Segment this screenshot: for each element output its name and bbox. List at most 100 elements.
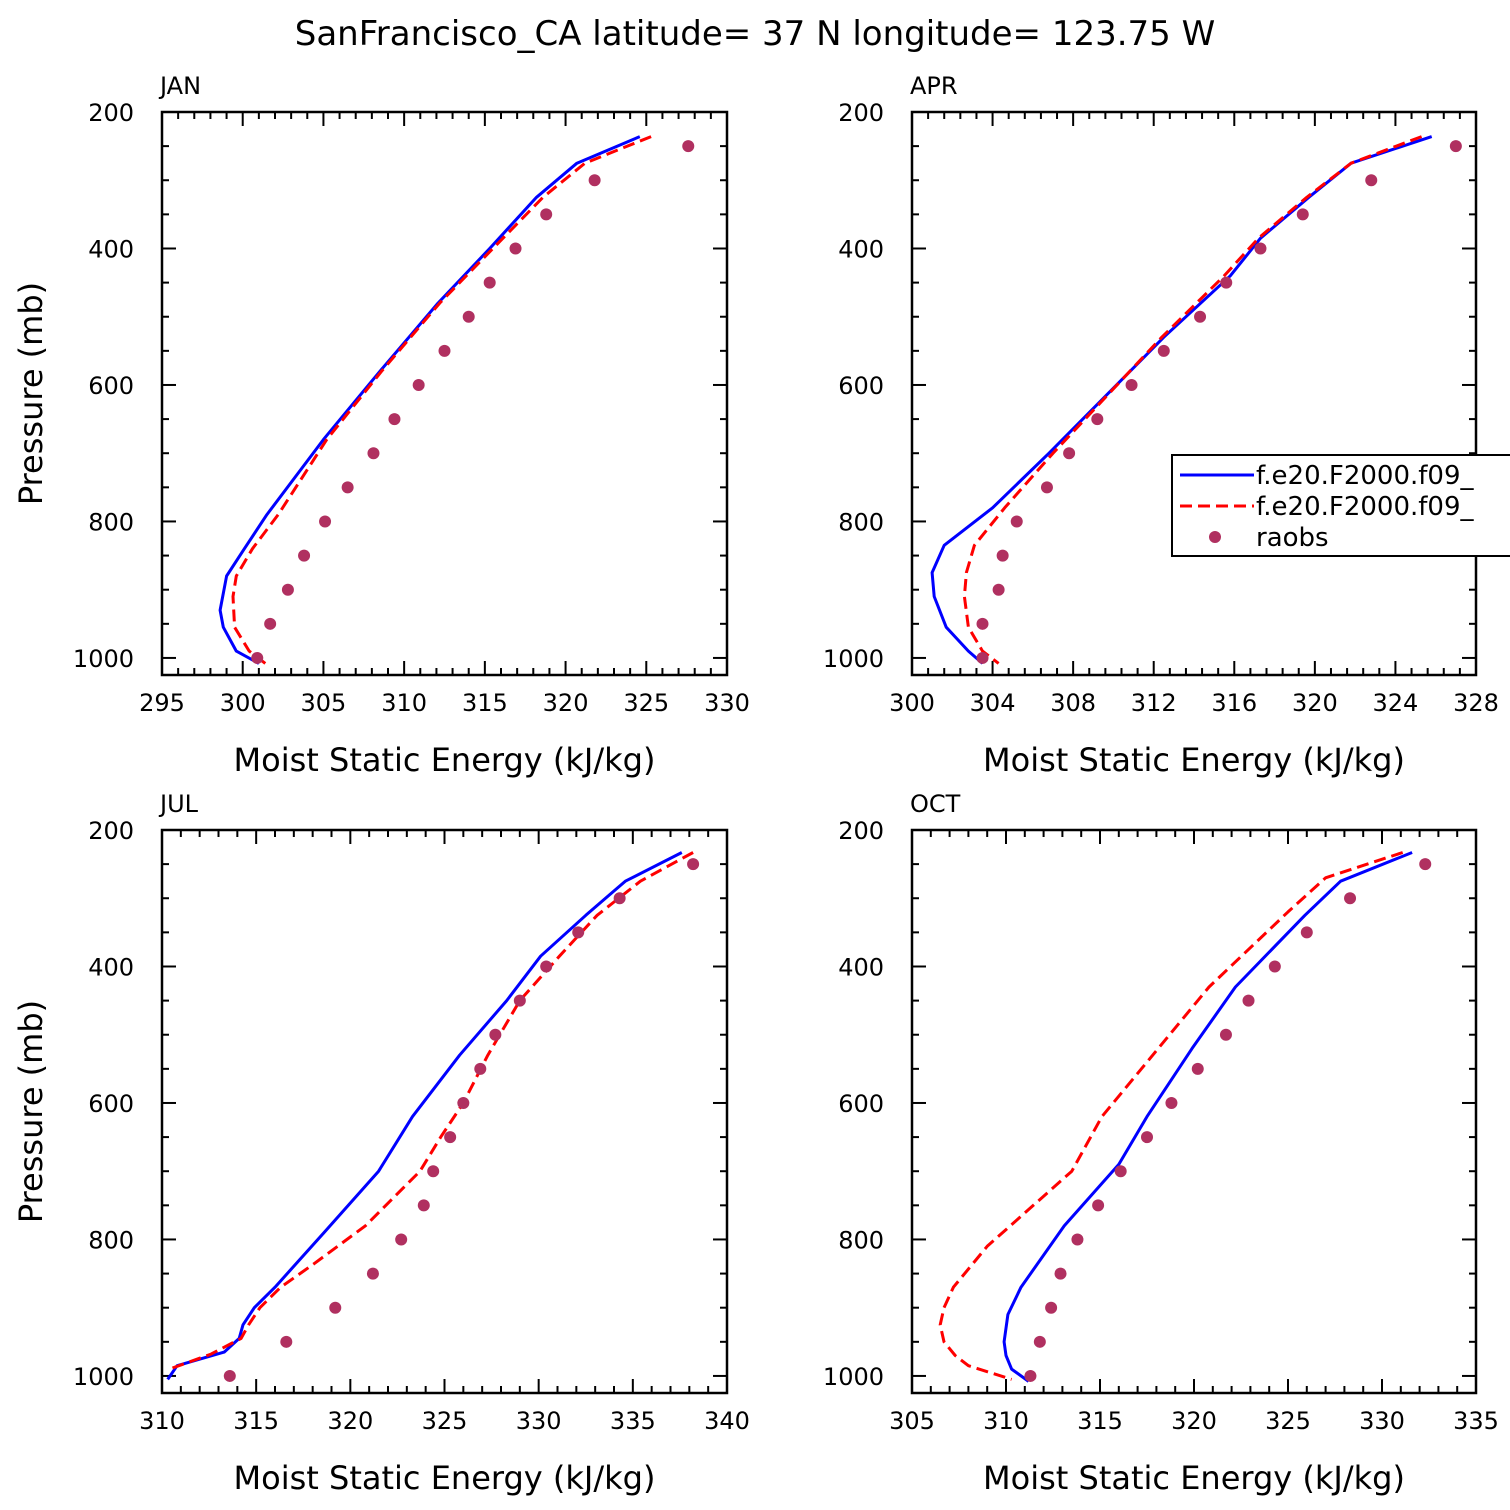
x-tick-label: 315 bbox=[233, 1407, 279, 1435]
raobs-point bbox=[1254, 242, 1267, 255]
legend-label: raobs bbox=[1256, 523, 1329, 553]
y-tick-label: 800 bbox=[88, 508, 134, 536]
raobs-point bbox=[329, 1301, 342, 1314]
raobs-point bbox=[1040, 481, 1053, 494]
y-tick-label: 1000 bbox=[823, 1363, 884, 1391]
raobs-point bbox=[976, 617, 989, 630]
raobs-point bbox=[1296, 208, 1309, 221]
raobs-point bbox=[483, 276, 496, 289]
x-tick-label: 316 bbox=[1211, 689, 1257, 717]
raobs-point bbox=[264, 617, 277, 630]
raobs-point bbox=[438, 344, 451, 357]
x-tick-label: 310 bbox=[139, 1407, 185, 1435]
y-tick-label: 400 bbox=[88, 953, 134, 981]
raobs-point bbox=[1114, 1165, 1127, 1178]
dashed-series-line bbox=[962, 135, 1423, 665]
y-tick-label: 400 bbox=[838, 235, 884, 263]
raobs-point bbox=[1219, 1028, 1232, 1041]
y-tick-label: 200 bbox=[88, 817, 134, 845]
raobs-point bbox=[1045, 1301, 1058, 1314]
x-tick-label: 300 bbox=[220, 689, 266, 717]
x-tick-label: 320 bbox=[1292, 689, 1338, 717]
y-tick-label: 400 bbox=[88, 235, 134, 263]
raobs-point bbox=[976, 651, 989, 664]
y-axis-label: Pressure (mb) bbox=[12, 282, 50, 505]
plot-frame bbox=[160, 110, 729, 677]
y-tick-label: 200 bbox=[838, 99, 884, 127]
raobs-point bbox=[1300, 926, 1313, 939]
raobs-point bbox=[1141, 1131, 1153, 1144]
y-tick-label: 1000 bbox=[823, 645, 884, 673]
x-tick-label: 304 bbox=[970, 689, 1016, 717]
raobs-point bbox=[1194, 310, 1207, 323]
raobs-point bbox=[251, 651, 264, 664]
x-tick-label: 310 bbox=[381, 689, 427, 717]
raobs-point bbox=[1054, 1267, 1067, 1280]
raobs-point bbox=[1063, 447, 1076, 460]
raobs-point bbox=[489, 1028, 502, 1041]
raobs-point bbox=[540, 960, 553, 973]
y-tick-label: 400 bbox=[838, 953, 884, 981]
raobs-point bbox=[417, 1199, 430, 1212]
y-tick-label: 600 bbox=[838, 1090, 884, 1118]
panel-label: JUL bbox=[158, 790, 199, 818]
solid-series-line bbox=[218, 135, 641, 665]
raobs-point bbox=[281, 583, 294, 596]
legend-box bbox=[1171, 454, 1510, 557]
x-tick-label: 325 bbox=[1265, 1407, 1311, 1435]
chart-panel-oct: 305 310 315 320 325 330 335 200 400 600 800 1000 Moi… bbox=[823, 790, 1499, 1497]
raobs-point bbox=[462, 310, 475, 323]
raobs-point bbox=[682, 140, 695, 153]
raobs-point bbox=[395, 1233, 408, 1246]
raobs-point bbox=[1220, 276, 1233, 289]
legend-raobs-marker bbox=[1209, 531, 1221, 543]
y-tick-label: 200 bbox=[838, 817, 884, 845]
x-tick-label: 335 bbox=[1453, 1407, 1499, 1435]
raobs-point bbox=[540, 208, 553, 221]
x-tick-label: 300 bbox=[889, 689, 935, 717]
solid-series-line bbox=[930, 135, 1433, 665]
raobs-point bbox=[572, 926, 585, 939]
raobs-point bbox=[613, 892, 626, 905]
raobs-point bbox=[457, 1096, 470, 1109]
raobs-point bbox=[588, 174, 601, 187]
raobs-point bbox=[509, 242, 522, 255]
x-tick-label: 320 bbox=[543, 689, 589, 717]
x-tick-label: 305 bbox=[301, 689, 347, 717]
y-tick-label: 600 bbox=[88, 1090, 134, 1118]
panel-label: OCT bbox=[910, 790, 961, 818]
raobs-point bbox=[1242, 994, 1255, 1007]
x-tick-label: 312 bbox=[1131, 689, 1177, 717]
x-tick-label: 325 bbox=[623, 689, 669, 717]
raobs-point bbox=[1419, 858, 1432, 871]
raobs-point bbox=[1092, 1199, 1105, 1212]
figure-title: SanFrancisco_CA latitude= 37 N longitude… bbox=[295, 14, 1216, 54]
y-tick-label: 800 bbox=[838, 508, 884, 536]
raobs-point bbox=[1365, 174, 1378, 187]
raobs-point bbox=[687, 858, 700, 871]
x-tick-label: 328 bbox=[1453, 689, 1499, 717]
legend-label: f.e20.F2000.f09_ bbox=[1256, 492, 1474, 522]
raobs-point bbox=[341, 481, 354, 494]
y-axis-label: Pressure (mb) bbox=[12, 1000, 50, 1223]
x-tick-label: 340 bbox=[704, 1407, 750, 1435]
y-tick-label: 600 bbox=[838, 372, 884, 400]
x-tick-label: 335 bbox=[610, 1407, 656, 1435]
x-tick-label: 330 bbox=[516, 1407, 562, 1435]
y-tick-label: 800 bbox=[88, 1226, 134, 1254]
x-tick-label: 330 bbox=[704, 689, 750, 717]
raobs-point bbox=[1157, 344, 1170, 357]
x-axis-label: Moist Static Energy (kJ/kg) bbox=[983, 741, 1405, 779]
x-tick-label: 305 bbox=[889, 1407, 935, 1435]
plot-frame bbox=[910, 828, 1478, 1395]
raobs-point bbox=[412, 378, 425, 391]
x-axis-label: Moist Static Energy (kJ/kg) bbox=[234, 741, 656, 779]
raobs-point bbox=[280, 1335, 293, 1348]
legend-label: f.e20.F2000.f09_ bbox=[1256, 461, 1474, 491]
x-tick-label: 295 bbox=[139, 689, 185, 717]
raobs-point bbox=[1071, 1233, 1084, 1246]
solid-series-line bbox=[1002, 851, 1413, 1383]
chart-panel-jan: 295 300 305 310 315 320 325 330 200 400 600 800 1000… bbox=[12, 72, 750, 779]
x-tick-label: 320 bbox=[1171, 1407, 1217, 1435]
legend: f.e20.F2000.f09_f.e20.F2000.f09_raobs bbox=[1171, 454, 1510, 557]
